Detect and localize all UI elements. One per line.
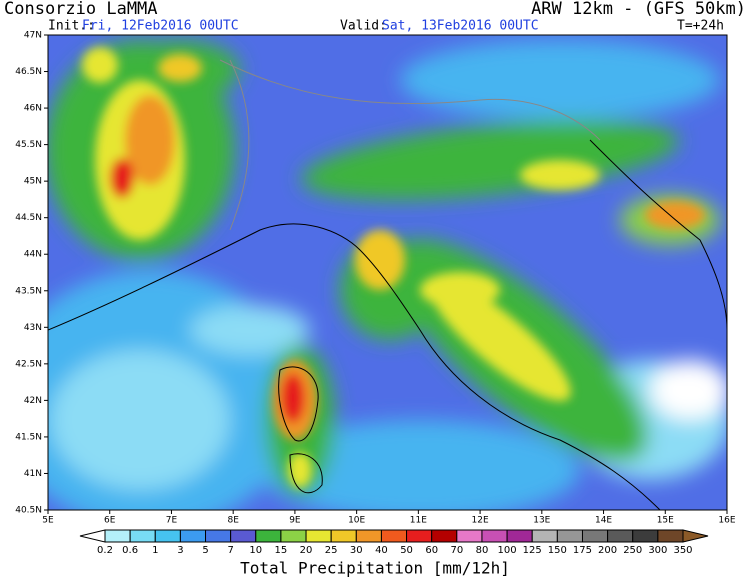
valid: Sat, 13Feb2016 00UTC — [382, 19, 539, 34]
lat-label: 42N — [24, 396, 42, 406]
colorbar-swatch — [481, 529, 508, 543]
init: Fri, 12Feb2016 00UTC — [82, 19, 239, 34]
lon-label: 11E — [410, 516, 427, 526]
lat-label: 42.5N — [15, 359, 42, 369]
colorbar-swatch — [305, 529, 332, 543]
lat-label: 44.5N — [15, 213, 42, 223]
lon-label: 8E — [227, 516, 239, 526]
colorbar-swatch — [104, 529, 131, 543]
lon-label: 13E — [533, 516, 550, 526]
colorbar-label: 60 — [425, 545, 438, 556]
colorbar-swatch — [581, 529, 609, 543]
coastlines — [48, 139, 727, 510]
colorbar-swatch — [230, 529, 257, 543]
lon-label: 10E — [348, 516, 365, 526]
colorbar-label: 10 — [249, 545, 262, 556]
valid-label: Valid: — [340, 19, 387, 34]
colorbar-label: 7 — [227, 545, 233, 556]
lon-label: 5E — [42, 516, 54, 526]
colorbar-title: Total Precipitation [mm/12h] — [240, 559, 510, 578]
colorbar-arrow — [79, 529, 106, 543]
colorbar-swatch — [456, 529, 483, 543]
colorbar-label: 50 — [400, 545, 413, 556]
colorbar-label: 350 — [673, 545, 692, 556]
lat-label: 40.5N — [15, 506, 42, 516]
colorbar-label: 80 — [476, 545, 489, 556]
lead-time: T=+24h — [677, 19, 724, 34]
colorbar-label: 150 — [548, 545, 567, 556]
colorbar-swatch — [506, 529, 533, 543]
lat-label: 47N — [24, 31, 42, 41]
model: ARW 12km - (GFS 50km) — [531, 0, 746, 19]
colorbar-label: 200 — [598, 545, 617, 556]
lon-label: 7E — [166, 516, 178, 526]
colorbar-swatch — [205, 529, 232, 543]
colorbar-swatch — [154, 529, 181, 543]
lat-label: 44N — [24, 250, 42, 260]
colorbar-label: 250 — [623, 545, 642, 556]
colorbar-label: 15 — [275, 545, 288, 556]
colorbar-label: 25 — [325, 545, 338, 556]
colorbar-swatch — [556, 529, 583, 543]
lon-label: 6E — [104, 516, 116, 526]
colorbar-arrow — [682, 529, 709, 543]
colorbar-swatch — [380, 529, 408, 543]
title: Consorzio LaMMA — [4, 0, 158, 19]
borders — [219, 59, 601, 231]
lon-label: 16E — [718, 516, 735, 526]
colorbar-label: 5 — [202, 545, 208, 556]
lat-label: 41.5N — [15, 432, 42, 442]
colorbar-label: 70 — [450, 545, 463, 556]
lat-label: 46.5N — [15, 67, 42, 77]
colorbar-label: 20 — [300, 545, 313, 556]
init-label: Init.: — [48, 19, 95, 34]
colorbar: 0.2 0.6 1 3 5 7 10 15 20 25 30 40 50 60 70 80 100 125 150 1… — [79, 529, 709, 556]
colorbar-swatch — [632, 529, 659, 543]
colorbar-label: 3 — [177, 545, 183, 556]
colorbar-swatch — [531, 529, 558, 543]
colorbar-label: 1 — [152, 545, 158, 556]
colorbar-swatch — [406, 529, 433, 543]
colorbar-label: 40 — [375, 545, 388, 556]
lat-label: 45N — [24, 177, 42, 187]
map-frame — [47, 34, 728, 511]
lat-label: 41N — [24, 469, 42, 479]
lat-label: 46N — [24, 104, 42, 114]
colorbar-label: 300 — [648, 545, 667, 556]
colorbar-swatch — [129, 529, 156, 543]
colorbar-label: 0.6 — [122, 545, 138, 556]
colorbar-label: 125 — [523, 545, 542, 556]
lon-label: 15E — [657, 516, 674, 526]
field-cores — [82, 47, 705, 488]
lon-label: 14E — [595, 516, 612, 526]
colorbar-swatch — [330, 529, 357, 543]
colorbar-swatch — [607, 529, 634, 543]
colorbar-swatch — [280, 529, 307, 543]
lon-label: 12E — [472, 516, 489, 526]
colorbar-swatch — [255, 529, 282, 543]
lat-label: 43.5N — [15, 286, 42, 296]
colorbar-swatch — [431, 529, 458, 543]
colorbar-swatch — [657, 529, 684, 543]
lat-label: 43N — [24, 323, 42, 333]
precip-field — [48, 35, 727, 510]
lon-label: 9E — [289, 516, 301, 526]
colorbar-swatch — [179, 529, 207, 543]
colorbar-swatch — [355, 529, 382, 543]
ticks: 5E 6E 7E 8E 9E 10E 11E 12E 13E 14E 15E 16E 47N 46.5N 4… — [15, 31, 736, 526]
colorbar-label: 0.2 — [97, 545, 113, 556]
lat-label: 45.5N — [15, 140, 42, 150]
colorbar-label: 30 — [350, 545, 363, 556]
colorbar-label: 100 — [498, 545, 517, 556]
colorbar-label: 175 — [573, 545, 592, 556]
